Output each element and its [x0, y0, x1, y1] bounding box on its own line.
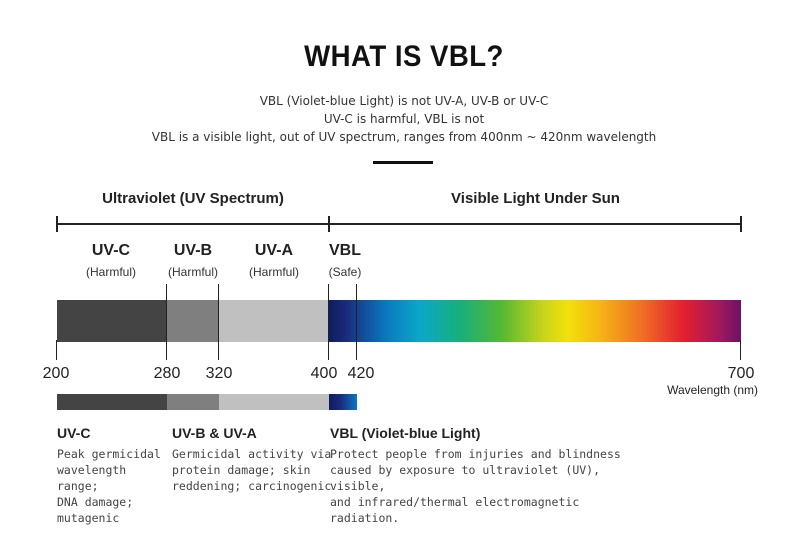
legend-bar-uva: [219, 394, 329, 410]
page-title: WHAT IS VBL?: [304, 40, 504, 73]
axis-tick-700: [740, 340, 741, 360]
separator-280: [166, 284, 167, 344]
band-name-uvc: UV-C: [91, 242, 131, 259]
axis-label-280: 280: [153, 365, 181, 382]
band-name-vbl: VBL: [329, 242, 361, 259]
spectrum-bar-uvb: [167, 300, 219, 342]
title-divider: [373, 161, 433, 164]
desc-text-uvb-uva: Germicidal activity via protein damage; …: [172, 447, 332, 493]
range-bracket-line: [57, 223, 741, 225]
band-note-uvb: (Harmful): [168, 265, 218, 279]
axis-label-700: 700: [727, 365, 755, 382]
legend-bar-uvb: [167, 394, 219, 410]
band-note-uva: (Harmful): [249, 265, 299, 279]
subtitle-line-2: UV-C is harmful, VBL is not: [323, 112, 485, 126]
separator-400: [328, 284, 329, 360]
desc-heading-uvc: UV-C: [57, 425, 91, 441]
bracket-tick-700: [740, 216, 742, 232]
spectrum-bar-uvc: [57, 300, 167, 342]
separator-420: [356, 284, 357, 360]
subtitle-line-1: VBL (Violet-blue Light) is not UV-A, UV-…: [259, 94, 549, 108]
band-note-uvc: (Harmful): [86, 265, 136, 279]
bracket-tick-400: [328, 216, 330, 232]
uv-range-label: Ultraviolet (UV Spectrum): [102, 190, 284, 207]
axis-label-400: 400: [310, 365, 338, 382]
spectrum-bar-uva: [219, 300, 329, 342]
bracket-tick-200: [56, 216, 58, 232]
spectrum-bar-visible: [329, 300, 741, 342]
axis-tick-200: [56, 340, 57, 360]
separator-320: [218, 284, 219, 344]
band-name-uva: UV-A: [254, 242, 294, 259]
visible-range-label: Visible Light Under Sun: [451, 190, 620, 207]
desc-heading-vbl: VBL (Violet-blue Light): [330, 425, 481, 441]
subtitle-line-3: VBL is a visible light, out of UV spectr…: [151, 130, 657, 144]
axis-label-320: 320: [205, 365, 233, 382]
axis-tick-280: [166, 340, 167, 360]
desc-text-uvc: Peak germicidal wavelength range; DNA da…: [57, 447, 161, 525]
axis-tick-320: [218, 340, 219, 360]
axis-label-420: 420: [347, 365, 375, 382]
band-name-uvb: UV-B: [173, 242, 213, 259]
desc-heading-uvb-uva: UV-B & UV-A: [172, 425, 257, 441]
axis-title: Wavelength (nm): [667, 383, 758, 397]
band-note-vbl: (Safe): [328, 265, 362, 279]
legend-bar-vbl: [329, 394, 357, 410]
axis-label-200: 200: [42, 365, 70, 382]
legend-bar-uvc: [57, 394, 167, 410]
desc-text-vbl: Protect people from injuries and blindne…: [330, 447, 621, 525]
